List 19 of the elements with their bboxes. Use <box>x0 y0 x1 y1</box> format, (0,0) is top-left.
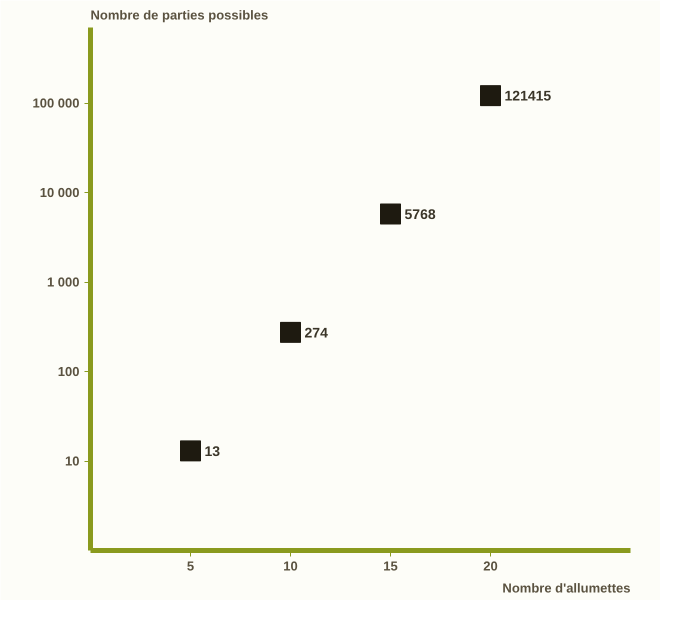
y-tick-label: 10 <box>65 454 80 469</box>
y-tick-label: 10 000 <box>40 185 80 200</box>
y-tick-label: 100 <box>58 364 80 380</box>
point <box>480 85 501 106</box>
y-tick-label: 100 000 <box>32 96 80 111</box>
y-axis-title: Nombre de parties possibles <box>90 8 268 22</box>
data-label: 13 <box>204 442 220 459</box>
data-label: 274 <box>304 324 328 340</box>
x-tick-label: 10 <box>283 558 298 574</box>
y-tick-label: 1 000 <box>46 274 80 290</box>
x-tick-label: 15 <box>383 558 398 574</box>
data-label: 121415 <box>504 88 552 104</box>
point <box>280 322 301 343</box>
point <box>180 440 201 462</box>
x-tick-label: 20 <box>483 558 498 574</box>
point <box>380 203 401 224</box>
x-axis-title: Nombre d'allumettes <box>502 580 631 596</box>
data-label: 5768 <box>404 206 436 222</box>
x-tick-label: 5 <box>186 558 194 574</box>
